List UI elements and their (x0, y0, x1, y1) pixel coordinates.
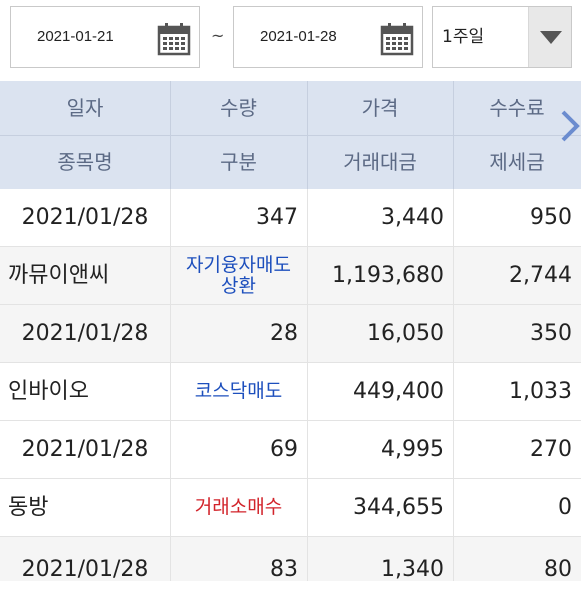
table-row[interactable]: 동방 거래소매수 344,655 0 (0, 479, 581, 537)
trade-fee: 270 (530, 437, 572, 462)
header-date: 일자 (66, 96, 104, 120)
period-selected-value: 1주일 (442, 27, 485, 47)
trade-tax: 2,744 (509, 263, 572, 288)
table-row[interactable]: 2021/01/28 347 3,440 950 (0, 189, 581, 247)
end-date-value: 2021-01-28 (260, 28, 337, 45)
trade-category-line1: 자기융자매도 (186, 253, 291, 276)
trade-date: 2021/01/28 (21, 321, 149, 346)
header-stock-name: 종목명 (57, 150, 113, 174)
trade-date: 2021/01/28 (21, 557, 149, 582)
table-row[interactable]: 2021/01/28 28 16,050 350 (0, 305, 581, 363)
header-quantity: 수량 (220, 96, 257, 120)
trade-category-line1: 거래소매수 (194, 496, 283, 518)
header-category: 구분 (220, 150, 257, 174)
trade-fee: 350 (530, 321, 572, 346)
stock-name: 인바이오 (8, 379, 89, 404)
start-date-field[interactable]: 2021-01-21 (10, 6, 200, 68)
header-fee: 수수료 (489, 96, 545, 120)
trade-amount: 344,655 (353, 495, 444, 520)
header-price: 가격 (361, 96, 399, 120)
trade-quantity: 28 (270, 321, 298, 346)
chevron-right-icon[interactable] (559, 106, 581, 146)
calendar-icon[interactable] (380, 22, 414, 56)
divider (0, 135, 581, 136)
table-header: 일자 수량 가격 수수료 종목명 구분 거래대금 제세금 (0, 81, 581, 189)
table-row[interactable]: 2021/01/28 69 4,995 270 (0, 421, 581, 479)
table-row[interactable]: 2021/01/28 83 1,340 80 (0, 537, 581, 582)
calendar-icon[interactable] (157, 22, 191, 56)
trade-quantity: 83 (270, 557, 298, 582)
end-date-field[interactable]: 2021-01-28 (233, 6, 423, 68)
dropdown-arrow-icon (540, 31, 562, 44)
trade-price: 3,440 (381, 205, 444, 230)
trade-quantity: 347 (256, 205, 298, 230)
trade-price: 16,050 (367, 321, 444, 346)
trade-price: 4,995 (381, 437, 444, 462)
stock-name: 까뮤이앤씨 (8, 263, 110, 288)
stock-name: 동방 (8, 495, 49, 520)
trade-category-line1: 코스닥매도 (194, 380, 283, 402)
trade-category-line2: 상환 (221, 274, 256, 297)
trade-amount: 1,193,680 (332, 263, 444, 288)
trade-quantity: 69 (270, 437, 298, 462)
trade-date: 2021/01/28 (21, 437, 149, 462)
period-dropdown-button[interactable] (528, 7, 571, 67)
table-row[interactable]: 인바이오 코스닥매도 449,400 1,033 (0, 363, 581, 421)
trade-tax: 1,033 (509, 379, 572, 404)
header-trade-amount: 거래대금 (343, 150, 417, 174)
header-tax: 제세금 (489, 150, 545, 174)
date-range-separator: ~ (211, 26, 225, 45)
trade-category: 코스닥매도 (170, 363, 307, 420)
table-row[interactable]: 까뮤이앤씨 자기융자매도 상환 1,193,680 2,744 (0, 247, 581, 305)
trade-price: 1,340 (381, 557, 444, 582)
period-select[interactable]: 1주일 (432, 6, 572, 68)
trade-date: 2021/01/28 (21, 205, 149, 230)
trade-amount: 449,400 (353, 379, 444, 404)
trade-category: 자기융자매도 상환 (170, 247, 307, 304)
date-filter-bar: 2021-01-21 ~ 2021-01-28 (0, 0, 581, 80)
trade-fee: 80 (544, 557, 572, 582)
start-date-value: 2021-01-21 (37, 28, 114, 45)
trade-tax: 0 (558, 495, 572, 520)
trade-fee: 950 (530, 205, 572, 230)
trade-category: 거래소매수 (170, 479, 307, 536)
